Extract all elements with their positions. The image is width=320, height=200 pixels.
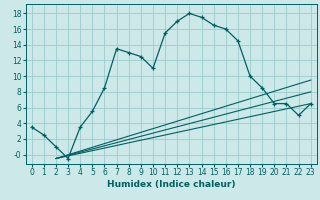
X-axis label: Humidex (Indice chaleur): Humidex (Indice chaleur)	[107, 180, 236, 189]
